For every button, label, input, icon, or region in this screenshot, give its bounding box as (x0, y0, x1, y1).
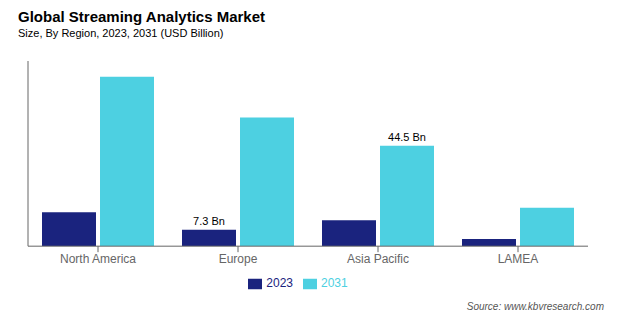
html-text:Source: www.kbvresearch.com: Source: www.kbvresearch.com (466, 301, 604, 312)
svg-text:Asia Pacific: Asia Pacific (347, 252, 409, 266)
svg-text:North America: North America (60, 252, 136, 266)
svg-text:7.3 Bn: 7.3 Bn (193, 215, 225, 227)
html-text:2023: 2023 (266, 276, 293, 291)
svg-text:LAMEA: LAMEA (498, 252, 539, 266)
svg-text:Europe: Europe (219, 252, 258, 266)
html-text:Size, By Region, 2023, 2031 (U: Size, By Region, 2023, 2031 (USD Billion… (18, 27, 224, 39)
html-text:2031: 2031 (321, 276, 348, 291)
html-text:Global Streaming Analytics Mar: Global Streaming Analytics Market (18, 8, 265, 25)
svg-text:44.5 Bn: 44.5 Bn (388, 131, 426, 143)
